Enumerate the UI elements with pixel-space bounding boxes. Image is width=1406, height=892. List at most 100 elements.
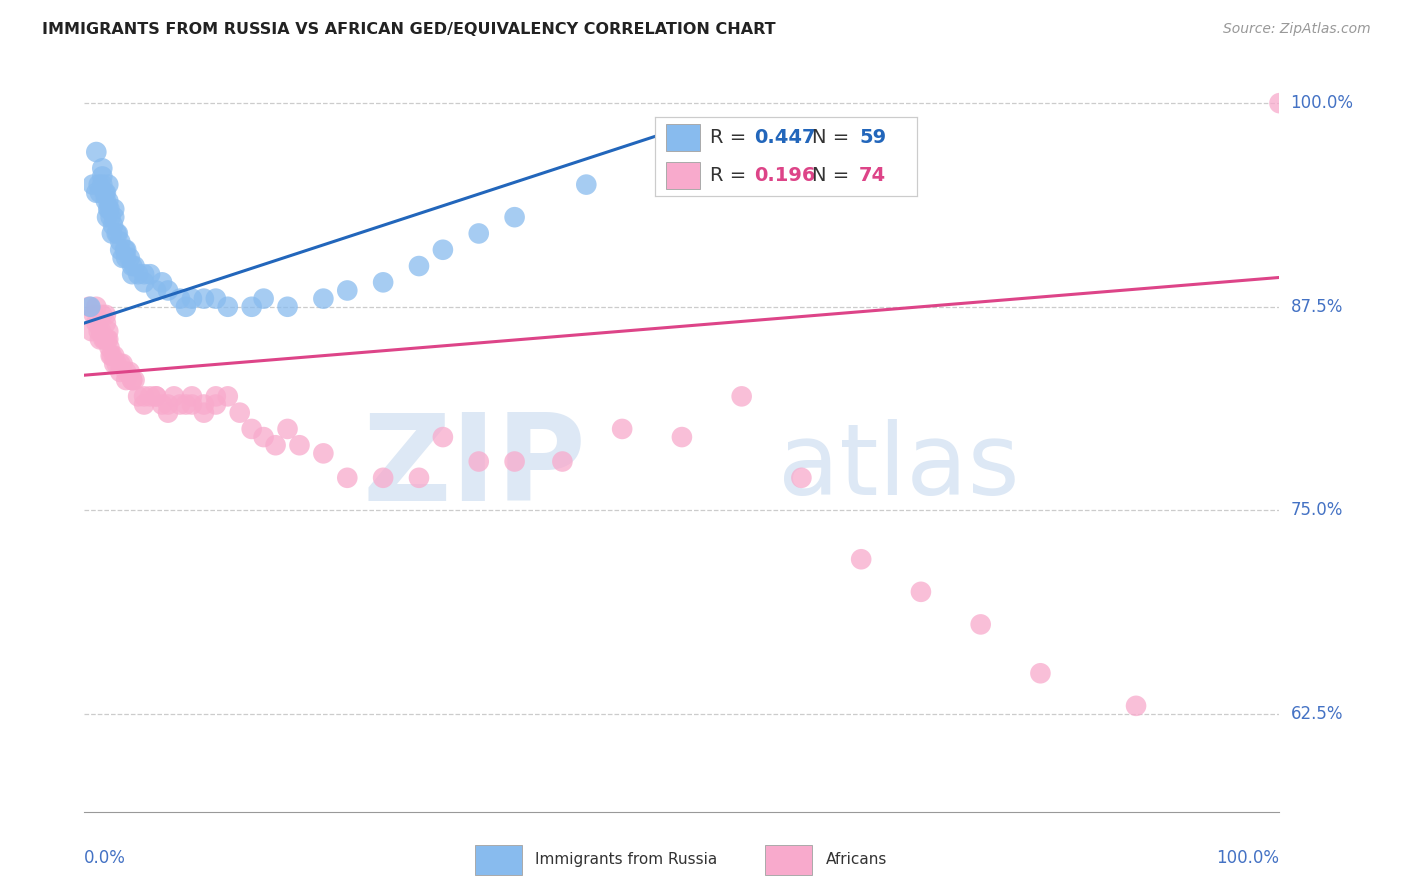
Point bbox=[150, 276, 173, 290]
Point bbox=[468, 227, 491, 241]
Point bbox=[163, 389, 186, 403]
Point bbox=[432, 430, 454, 444]
Point bbox=[105, 357, 128, 371]
Point bbox=[105, 227, 128, 241]
Point bbox=[121, 373, 143, 387]
Point bbox=[110, 357, 132, 371]
Text: 0.0%: 0.0% bbox=[84, 849, 127, 867]
Point bbox=[110, 235, 132, 249]
Text: R =: R = bbox=[710, 166, 752, 186]
Text: 75.0%: 75.0% bbox=[1291, 501, 1343, 519]
Point bbox=[193, 406, 215, 420]
Point bbox=[217, 389, 239, 403]
Point bbox=[373, 471, 395, 485]
Point bbox=[103, 357, 125, 371]
Point bbox=[1268, 96, 1291, 111]
Point bbox=[336, 284, 359, 298]
Point bbox=[336, 471, 359, 485]
Point bbox=[114, 243, 136, 257]
Point bbox=[82, 178, 104, 192]
Point bbox=[89, 186, 111, 200]
Point bbox=[93, 332, 115, 346]
Point bbox=[253, 430, 276, 444]
Point bbox=[671, 145, 693, 159]
Point bbox=[790, 471, 813, 485]
Point bbox=[98, 202, 121, 216]
Point bbox=[97, 194, 120, 208]
Point bbox=[312, 446, 335, 460]
Point bbox=[240, 300, 263, 314]
Point bbox=[910, 584, 932, 599]
Point bbox=[97, 178, 120, 192]
Point bbox=[169, 397, 191, 411]
Point bbox=[118, 251, 141, 265]
Point bbox=[77, 300, 100, 314]
Point bbox=[107, 227, 129, 241]
Point bbox=[174, 300, 197, 314]
Point bbox=[408, 471, 430, 485]
Point bbox=[264, 438, 287, 452]
Point bbox=[111, 357, 134, 371]
Point bbox=[97, 332, 120, 346]
Point bbox=[217, 300, 239, 314]
Point bbox=[551, 454, 574, 468]
Point bbox=[115, 251, 138, 265]
Point bbox=[86, 316, 108, 330]
Point bbox=[181, 397, 204, 411]
Text: Africans: Africans bbox=[825, 853, 887, 867]
Point bbox=[86, 145, 108, 159]
Point bbox=[132, 397, 156, 411]
Text: 100.0%: 100.0% bbox=[1291, 95, 1354, 112]
Point bbox=[97, 324, 120, 338]
Point bbox=[181, 292, 204, 306]
FancyBboxPatch shape bbox=[475, 845, 522, 875]
Text: ZIP: ZIP bbox=[363, 409, 586, 525]
Point bbox=[970, 617, 993, 632]
Point bbox=[157, 397, 180, 411]
Point bbox=[408, 259, 430, 273]
Point bbox=[96, 332, 118, 346]
Point bbox=[90, 324, 112, 338]
Point bbox=[127, 267, 149, 281]
Point bbox=[145, 284, 167, 298]
Point bbox=[373, 276, 395, 290]
Point bbox=[86, 300, 108, 314]
Point bbox=[100, 349, 122, 363]
Point bbox=[89, 332, 111, 346]
Point bbox=[91, 161, 114, 176]
Point bbox=[503, 454, 526, 468]
Point bbox=[124, 373, 146, 387]
Point bbox=[671, 430, 693, 444]
Point bbox=[150, 397, 173, 411]
Text: N =: N = bbox=[813, 166, 856, 186]
Point bbox=[103, 202, 125, 216]
Point bbox=[121, 373, 143, 387]
Point bbox=[240, 422, 263, 436]
FancyBboxPatch shape bbox=[765, 845, 813, 875]
Point bbox=[87, 178, 110, 192]
Point bbox=[94, 316, 117, 330]
Point bbox=[1125, 698, 1147, 713]
Point bbox=[118, 365, 141, 379]
Point bbox=[312, 292, 335, 306]
Point bbox=[174, 397, 197, 411]
Text: IMMIGRANTS FROM RUSSIA VS AFRICAN GED/EQUIVALENCY CORRELATION CHART: IMMIGRANTS FROM RUSSIA VS AFRICAN GED/EQ… bbox=[42, 22, 776, 37]
Text: 87.5%: 87.5% bbox=[1291, 298, 1343, 316]
Point bbox=[91, 169, 114, 184]
Point bbox=[91, 308, 114, 322]
Point bbox=[110, 365, 132, 379]
Point bbox=[115, 373, 138, 387]
Point bbox=[205, 389, 228, 403]
Point bbox=[612, 422, 634, 436]
Point bbox=[731, 389, 754, 403]
Text: Source: ZipAtlas.com: Source: ZipAtlas.com bbox=[1223, 22, 1371, 37]
Point bbox=[468, 454, 491, 468]
Point bbox=[575, 178, 598, 192]
Point bbox=[83, 308, 105, 322]
Point bbox=[132, 267, 156, 281]
Point bbox=[80, 324, 103, 338]
Point bbox=[169, 292, 191, 306]
Point bbox=[851, 552, 873, 566]
Point bbox=[111, 251, 134, 265]
Point bbox=[277, 422, 299, 436]
